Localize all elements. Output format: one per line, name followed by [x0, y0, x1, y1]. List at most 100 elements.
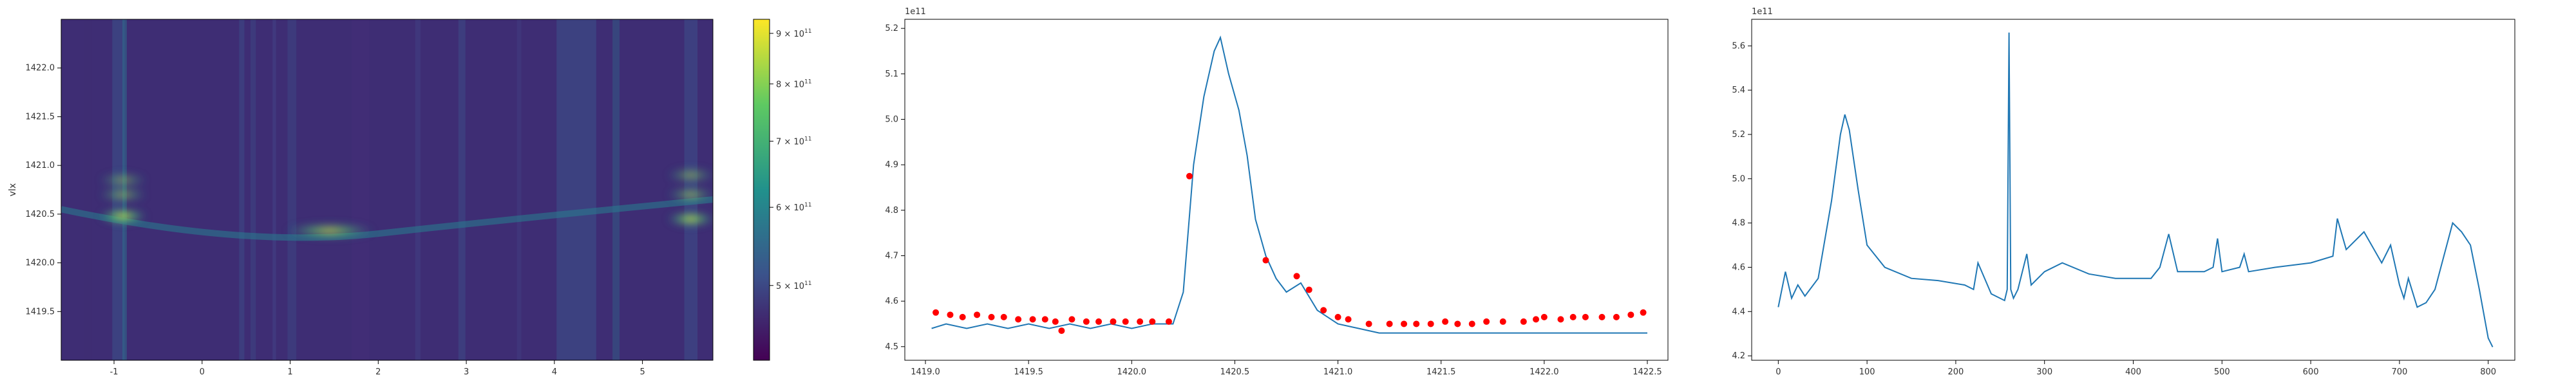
line-panel-2: 1e11 0 100 200 300 400 500 600 700 800 4.2 4.4 4.6 4…	[1732, 7, 2515, 377]
line-panel-1-xtick-label-7: 1422.5	[1633, 367, 1662, 377]
line-panel-2-ytick-label-6: 5.4	[1732, 86, 1745, 95]
line-panel-1-peak-2	[959, 313, 966, 320]
line-panel-1-ytick-label-4: 4.9	[885, 160, 898, 170]
colorbar-ticks: 5 × 1011 6 × 1011 7 × 1011 8 × 1011 9 × 1011	[770, 28, 811, 291]
heatmap-axes: -1 0 1 2 3 4 5 1419.5 1420.0 1420.5 1421.0 1421.5 14…	[26, 64, 645, 377]
line-panel-1-peak-17	[1149, 318, 1156, 325]
colorbar-gradient	[753, 19, 770, 361]
line-panel-1-peak-19	[1186, 172, 1193, 179]
line-panel-1-peak-23	[1320, 307, 1327, 314]
heatmap-ytick-label-5: 1422.0	[26, 64, 55, 73]
line-panel-1-peak-11	[1068, 316, 1075, 323]
line-panel-1-peak-29	[1413, 320, 1420, 327]
line-panel-1-ytick-label-0: 4.5	[885, 342, 898, 352]
line-panel-2-ytick-label-3: 4.8	[1732, 219, 1745, 228]
line-panel-1-peak-0	[933, 309, 940, 316]
line-panel-1-peak-40	[1569, 313, 1577, 320]
heatmap-stripe-7	[458, 19, 466, 360]
heatmap-feature-5	[666, 187, 713, 203]
line-panel-1-peak-30	[1427, 320, 1434, 327]
heatmap-stripe-9	[556, 19, 596, 360]
heatmap-panel: -1 0 1 2 3 4 5 1419.5 1420.0 1420.5 1421.0 1421.5 14…	[8, 19, 811, 377]
line-panel-2-offset: 1e11	[1752, 7, 1773, 17]
line-panel-1-peak-36	[1520, 318, 1527, 325]
line-panel-1-peak-10	[1058, 327, 1065, 335]
colorbar-tick-label-2: 7 × 1011	[776, 136, 811, 147]
line-panel-1-xtick-label-5: 1421.5	[1426, 367, 1456, 377]
line-panel-1-peak-45	[1640, 309, 1647, 316]
line-panel-2-ytick-label-5: 5.2	[1732, 130, 1745, 140]
line-panel-2-xtick-label-1: 100	[1859, 367, 1875, 377]
line-panel-2-xtick-label-2: 200	[1948, 367, 1964, 377]
heatmap-stripe-6	[415, 19, 421, 360]
heatmap-feature-3	[285, 223, 375, 239]
heatmap-ytick-label-1: 1420.0	[26, 259, 55, 268]
heatmap-xtick-label-0: -1	[110, 367, 118, 377]
colorbar-tick-label-3: 8 × 1011	[776, 78, 811, 89]
line-panel-2-ytick-label-2: 4.6	[1732, 262, 1745, 272]
heatmap-feature-0	[98, 208, 147, 224]
heatmap-ytick-label-3: 1421.0	[26, 161, 55, 170]
heatmap-feature-4	[666, 211, 713, 227]
heatmap-stripe-4	[272, 19, 276, 360]
line-panel-1-peak-12	[1083, 318, 1090, 325]
heatmap-background	[61, 19, 713, 360]
heatmap-stripe-8	[516, 19, 522, 360]
line-panel-1-peak-24	[1334, 313, 1341, 320]
line-panel-1-peak-26	[1365, 320, 1372, 327]
line-panel-1-ytick-label-2: 4.7	[885, 251, 898, 261]
line-panel-1-peak-3	[974, 311, 981, 318]
heatmap-stripe-3	[251, 19, 256, 360]
heatmap-frame	[61, 19, 714, 361]
line-panel-1-xtick-label-6: 1422.0	[1530, 367, 1559, 377]
line-panel-1-peak-43	[1613, 313, 1620, 320]
line-panel-1-peak-27	[1386, 320, 1393, 327]
line-panel-1-peak-25	[1345, 316, 1352, 323]
line-panel-2-xtick-label-0: 0	[1776, 367, 1781, 377]
line-panel-2-ytick-label-1: 4.4	[1732, 307, 1745, 317]
line-panel-1-peak-39	[1557, 316, 1564, 323]
heatmap-feature-1	[98, 187, 147, 203]
heatmap-features	[98, 167, 713, 239]
line-panel-1-peak-34	[1483, 318, 1490, 325]
heatmap-xtick-label-5: 4	[552, 367, 557, 377]
heatmap-ytick-label-4: 1421.5	[26, 112, 55, 122]
line-panel-1-ytick-label-1: 4.6	[885, 297, 898, 306]
heatmap-stripe-10	[612, 19, 620, 360]
line-panel-2-xtick-label-6: 600	[2303, 367, 2319, 377]
line-panel-1-peak-31	[1442, 318, 1449, 325]
line-panel-1-peak-44	[1627, 311, 1634, 318]
line-panel-1-xtick-label-3: 1420.5	[1220, 367, 1250, 377]
line-panel-1-peak-8	[1041, 316, 1048, 323]
line-panel-2-ytick-label-0: 4.2	[1732, 351, 1745, 361]
heatmap-stripes	[61, 19, 713, 360]
line-panel-1-peak-20	[1262, 257, 1269, 264]
line-panel-1-xtick-label-1: 1419.5	[1014, 367, 1043, 377]
line-panel-1-peak-9	[1052, 318, 1059, 325]
colorbar-tick-label-4: 9 × 1011	[776, 28, 811, 39]
line-panel-1-peaks	[933, 172, 1647, 335]
line-panel-2-axes: 0 100 200 300 400 500 600 700 800 4.2 4.4 4.6 4.8 5.0…	[1732, 41, 2496, 377]
line-panel-1-ytick-label-5: 5.0	[885, 115, 898, 124]
heatmap-xtick-label-4: 3	[464, 367, 469, 377]
line-panel-1-frame	[904, 19, 1669, 361]
line-panel-2-xtick-label-3: 300	[2036, 367, 2052, 377]
colorbar: 5 × 1011 6 × 1011 7 × 1011 8 × 1011 9 × 1011	[753, 19, 811, 361]
line-panel-1-series	[931, 35, 1647, 334]
line-panel-1-peak-14	[1110, 318, 1117, 325]
colorbar-tick-label-1: 6 × 1011	[776, 202, 811, 213]
line-panel-1-peak-41	[1582, 313, 1589, 320]
line-panel-1-offset: 1e11	[905, 7, 926, 17]
line-panel-1-ytick-label-3: 4.8	[885, 206, 898, 216]
line-panel-1: 1e11 1419.0 1419.5 1420.0 1420.5 1421.0 1421.…	[885, 7, 1669, 377]
line-panel-1-xtick-label-4: 1421.0	[1323, 367, 1353, 377]
heatmap-ytick-label-2: 1420.5	[26, 210, 55, 219]
line-panel-1-peak-22	[1305, 286, 1312, 293]
line-panel-1-peak-15	[1122, 318, 1129, 325]
colorbar-tick-label-0: 5 × 1011	[776, 280, 811, 291]
line-panel-2-ytick-label-7: 5.6	[1732, 41, 1745, 51]
line-panel-1-peak-38	[1540, 313, 1548, 320]
line-panel-1-xtick-label-2: 1420.0	[1117, 367, 1147, 377]
line-panel-1-peak-21	[1293, 273, 1300, 280]
